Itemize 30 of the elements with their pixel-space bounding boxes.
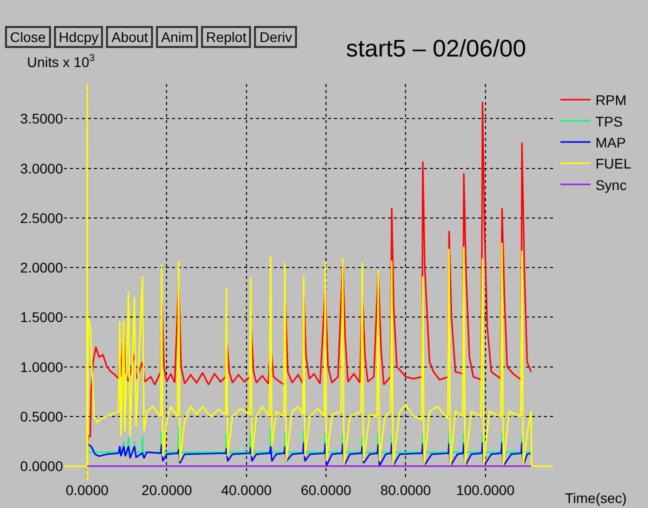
x-tick-label: 20.0000 xyxy=(141,482,192,498)
y-tick-label: 1.5000 xyxy=(20,309,64,326)
x-tick-label: 80.0000 xyxy=(380,482,432,498)
line-series xyxy=(86,442,532,467)
x-tick-label: 60.0000 xyxy=(300,482,352,498)
toolbar-button: Hdcpy xyxy=(54,26,104,48)
y-tick-label: 0.0000 xyxy=(20,458,64,474)
x-axis-title: Time(sec) xyxy=(565,490,627,506)
y-tick-label: 0.5000 xyxy=(20,408,64,424)
toolbar-button: Close xyxy=(5,26,51,48)
y-axis-title: Units x 10$^{3}$ xyxy=(27,53,96,70)
toolbar-button: Deriv xyxy=(254,26,298,48)
y-tick-label: 2.5000 xyxy=(20,210,64,226)
x-tick-label: 100.0000 xyxy=(456,482,515,498)
toolbar-button: About xyxy=(106,26,154,48)
legend-label: Sync xyxy=(595,176,627,193)
legend-label: MAP xyxy=(595,134,626,150)
toolbar-button: Replot xyxy=(200,26,252,48)
legend-label: TPS xyxy=(595,113,623,130)
y-tick-label: 3.0000 xyxy=(20,160,64,176)
toolbar-button: Anim xyxy=(156,26,198,48)
legend-label: RPM xyxy=(595,92,627,108)
x-tick-label: 40.0000 xyxy=(221,482,272,498)
y-tick-label: 1.0000 xyxy=(20,358,64,375)
line-series xyxy=(64,84,553,480)
y-tick-label: 2.0000 xyxy=(20,260,64,276)
legend-label: FUEL xyxy=(595,156,632,172)
y-tick-label: 3.5000 xyxy=(20,110,64,127)
chart-title: start5 – 02/06/00 xyxy=(346,36,526,63)
x-tick-label: 0.0000 xyxy=(66,482,109,498)
